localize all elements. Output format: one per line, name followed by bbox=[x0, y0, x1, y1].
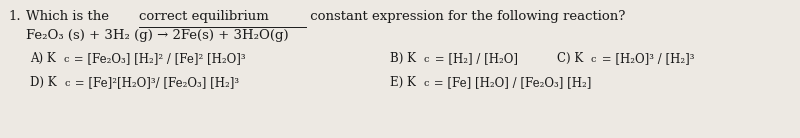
Text: c: c bbox=[64, 79, 70, 87]
Text: = [H₂O]³ / [H₂]³: = [H₂O]³ / [H₂]³ bbox=[598, 52, 694, 65]
Text: A) K: A) K bbox=[30, 52, 56, 65]
Text: = [Fe]²[H₂O]³/ [Fe₂O₃] [H₂]³: = [Fe]²[H₂O]³/ [Fe₂O₃] [H₂]³ bbox=[71, 76, 239, 89]
Text: = [Fe] [H₂O] / [Fe₂O₃] [H₂]: = [Fe] [H₂O] / [Fe₂O₃] [H₂] bbox=[430, 76, 592, 89]
Text: C) K: C) K bbox=[557, 52, 583, 65]
Text: = [Fe₂O₃] [H₂]² / [Fe]² [H₂O]³: = [Fe₂O₃] [H₂]² / [Fe]² [H₂O]³ bbox=[70, 52, 246, 65]
Text: c: c bbox=[591, 55, 596, 63]
Text: D) K: D) K bbox=[30, 76, 57, 89]
Text: correct equilibrium: correct equilibrium bbox=[139, 10, 269, 23]
Text: c: c bbox=[423, 55, 429, 63]
Text: Which is the: Which is the bbox=[26, 10, 114, 23]
Text: constant expression for the following reaction?: constant expression for the following re… bbox=[306, 10, 626, 23]
Text: c: c bbox=[423, 79, 429, 87]
Text: Fe₂O₃ (s) + 3H₂ (g) → 2Fe(s) + 3H₂O(g): Fe₂O₃ (s) + 3H₂ (g) → 2Fe(s) + 3H₂O(g) bbox=[26, 29, 289, 42]
Text: c: c bbox=[63, 55, 69, 63]
Text: = [H₂] / [H₂O]: = [H₂] / [H₂O] bbox=[430, 52, 518, 65]
Text: B) K: B) K bbox=[390, 52, 416, 65]
Text: E) K: E) K bbox=[390, 76, 416, 89]
Text: 1.: 1. bbox=[8, 10, 21, 23]
